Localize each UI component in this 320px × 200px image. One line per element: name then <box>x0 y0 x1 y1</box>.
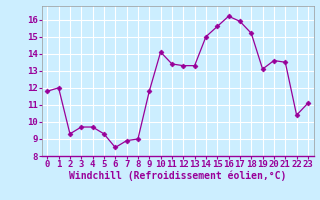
X-axis label: Windchill (Refroidissement éolien,°C): Windchill (Refroidissement éolien,°C) <box>69 171 286 181</box>
